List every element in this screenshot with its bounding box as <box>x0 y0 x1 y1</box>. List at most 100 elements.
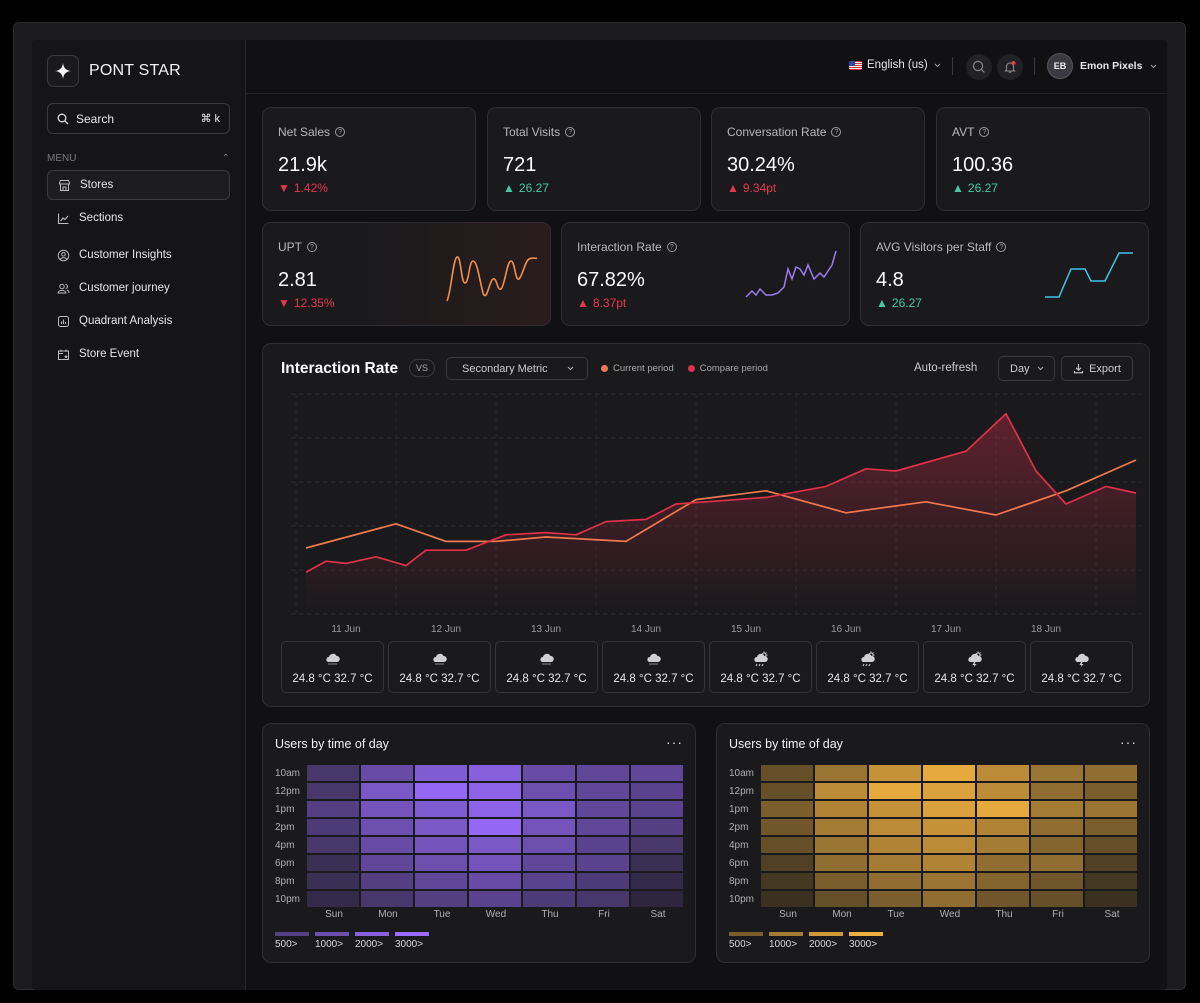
heatmap-cell[interactable] <box>815 855 867 871</box>
notifications-button[interactable] <box>997 54 1023 80</box>
heatmap-cell[interactable] <box>469 801 521 817</box>
kpi-card-conversation-rate[interactable]: Conversation Rate? 30.24% ▲ 9.34pt <box>711 107 925 211</box>
kpi-card-avt[interactable]: AVT? 100.36 ▲ 26.27 <box>936 107 1150 211</box>
heatmap-cell[interactable] <box>869 837 921 853</box>
heatmap-cell[interactable] <box>1085 783 1137 799</box>
sidebar-item-quadrant-analysis[interactable]: Quadrant Analysis <box>47 306 230 336</box>
heatmap-cell[interactable] <box>469 855 521 871</box>
heatmap-cell[interactable] <box>869 801 921 817</box>
heatmap-cell[interactable] <box>469 765 521 781</box>
heatmap-cell[interactable] <box>815 819 867 835</box>
heatmap-cell[interactable] <box>815 801 867 817</box>
heatmap-cell[interactable] <box>1085 891 1137 907</box>
heatmap-cell[interactable] <box>1031 891 1083 907</box>
heatmap-cell[interactable] <box>1031 765 1083 781</box>
heatmap-cell[interactable] <box>631 873 683 889</box>
more-options-icon[interactable]: ··· <box>666 734 683 750</box>
heatmap-cell[interactable] <box>361 819 413 835</box>
heatmap-cell[interactable] <box>815 765 867 781</box>
heatmap-cell[interactable] <box>415 891 467 907</box>
heatmap-cell[interactable] <box>977 837 1029 853</box>
weather-card[interactable]: 24.8 °C 32.7 °C <box>602 641 705 693</box>
kpi-card-avg-visitors-per-staff[interactable]: AVG Visitors per Staff? 4.8 ▲ 26.27 <box>860 222 1149 326</box>
heatmap-cell[interactable] <box>469 783 521 799</box>
sidebar-item-store-event[interactable]: Store Event <box>47 339 230 369</box>
heatmap-cell[interactable] <box>631 837 683 853</box>
heatmap-cell[interactable] <box>469 837 521 853</box>
heatmap-cell[interactable] <box>761 801 813 817</box>
heatmap-cell[interactable] <box>523 765 575 781</box>
heatmap-cell[interactable] <box>1085 801 1137 817</box>
weather-card[interactable]: 24.8 °C 32.7 °C <box>388 641 491 693</box>
heatmap-cell[interactable] <box>1031 873 1083 889</box>
heatmap-cell[interactable] <box>631 801 683 817</box>
heatmap-cell[interactable] <box>469 873 521 889</box>
heatmap-cell[interactable] <box>577 837 629 853</box>
heatmap-cell[interactable] <box>869 765 921 781</box>
heatmap-cell[interactable] <box>631 765 683 781</box>
heatmap-cell[interactable] <box>1031 837 1083 853</box>
heatmap-cell[interactable] <box>815 891 867 907</box>
sidebar-item-sections[interactable]: Sections <box>47 203 230 233</box>
heatmap-cell[interactable] <box>415 855 467 871</box>
heatmap-cell[interactable] <box>869 855 921 871</box>
heatmap-cell[interactable] <box>523 783 575 799</box>
heatmap-cell[interactable] <box>361 855 413 871</box>
heatmap-cell[interactable] <box>761 855 813 871</box>
heatmap-cell[interactable] <box>523 801 575 817</box>
heatmap-cell[interactable] <box>761 891 813 907</box>
sidebar-item-customer-insights[interactable]: Customer Insights <box>47 240 230 270</box>
heatmap-cell[interactable] <box>923 873 975 889</box>
heatmap-cell[interactable] <box>977 765 1029 781</box>
heatmap-cell[interactable] <box>1085 873 1137 889</box>
heatmap-cell[interactable] <box>869 891 921 907</box>
heatmap-cell[interactable] <box>869 783 921 799</box>
heatmap-cell[interactable] <box>577 855 629 871</box>
kpi-card-interaction-rate[interactable]: Interaction Rate? 67.82% ▲ 8.37pt <box>561 222 850 326</box>
heatmap-cell[interactable] <box>977 873 1029 889</box>
heatmap-cell[interactable] <box>415 801 467 817</box>
heatmap-cell[interactable] <box>523 855 575 871</box>
heatmap-cell[interactable] <box>361 873 413 889</box>
heatmap-cell[interactable] <box>523 891 575 907</box>
heatmap-cell[interactable] <box>577 891 629 907</box>
weather-card[interactable]: 24.8 °C 32.7 °C <box>923 641 1026 693</box>
series-line-compare[interactable] <box>305 412 1137 573</box>
heatmap-cell[interactable] <box>415 765 467 781</box>
heatmap-cell[interactable] <box>815 873 867 889</box>
heatmap-cell[interactable] <box>1031 819 1083 835</box>
heatmap-cell[interactable] <box>923 891 975 907</box>
legend-current[interactable]: Current period <box>601 363 674 374</box>
search-button[interactable] <box>966 54 992 80</box>
heatmap-cell[interactable] <box>631 855 683 871</box>
heatmap-cell[interactable] <box>869 873 921 889</box>
heatmap-cell[interactable] <box>815 783 867 799</box>
heatmap-cell[interactable] <box>761 837 813 853</box>
heatmap-cell[interactable] <box>1031 801 1083 817</box>
series-line-current[interactable] <box>305 459 1137 549</box>
heatmap-cell[interactable] <box>815 837 867 853</box>
heatmap-cell[interactable] <box>415 783 467 799</box>
heatmap-cell[interactable] <box>577 783 629 799</box>
heatmap-cell[interactable] <box>923 783 975 799</box>
weather-card[interactable]: 24.8 °C 32.7 °C <box>281 641 384 693</box>
heatmap-cell[interactable] <box>307 855 359 871</box>
heatmap-cell[interactable] <box>307 801 359 817</box>
help-icon[interactable]: ? <box>307 242 317 252</box>
heatmap-cell[interactable] <box>1085 837 1137 853</box>
heatmap-cell[interactable] <box>631 819 683 835</box>
heatmap-cell[interactable] <box>307 891 359 907</box>
heatmap-cell[interactable] <box>523 819 575 835</box>
kpi-card-net-sales[interactable]: Net Sales? 21.9k ▼ 1.42% <box>262 107 476 211</box>
heatmap-cell[interactable] <box>1085 855 1137 871</box>
heatmap-cell[interactable] <box>1031 783 1083 799</box>
heatmap-cell[interactable] <box>361 837 413 853</box>
help-icon[interactable]: ? <box>979 127 990 137</box>
weather-card[interactable]: 24.8 °C 32.7 °C <box>816 641 919 693</box>
weather-card[interactable]: 24.8 °C 32.7 °C <box>495 641 598 693</box>
heatmap-cell[interactable] <box>631 783 683 799</box>
weather-card[interactable]: 24.8 °C 32.7 °C <box>1030 641 1133 693</box>
heatmap-cell[interactable] <box>469 819 521 835</box>
heatmap-cell[interactable] <box>923 801 975 817</box>
legend-compare[interactable]: Compare period <box>687 363 768 374</box>
